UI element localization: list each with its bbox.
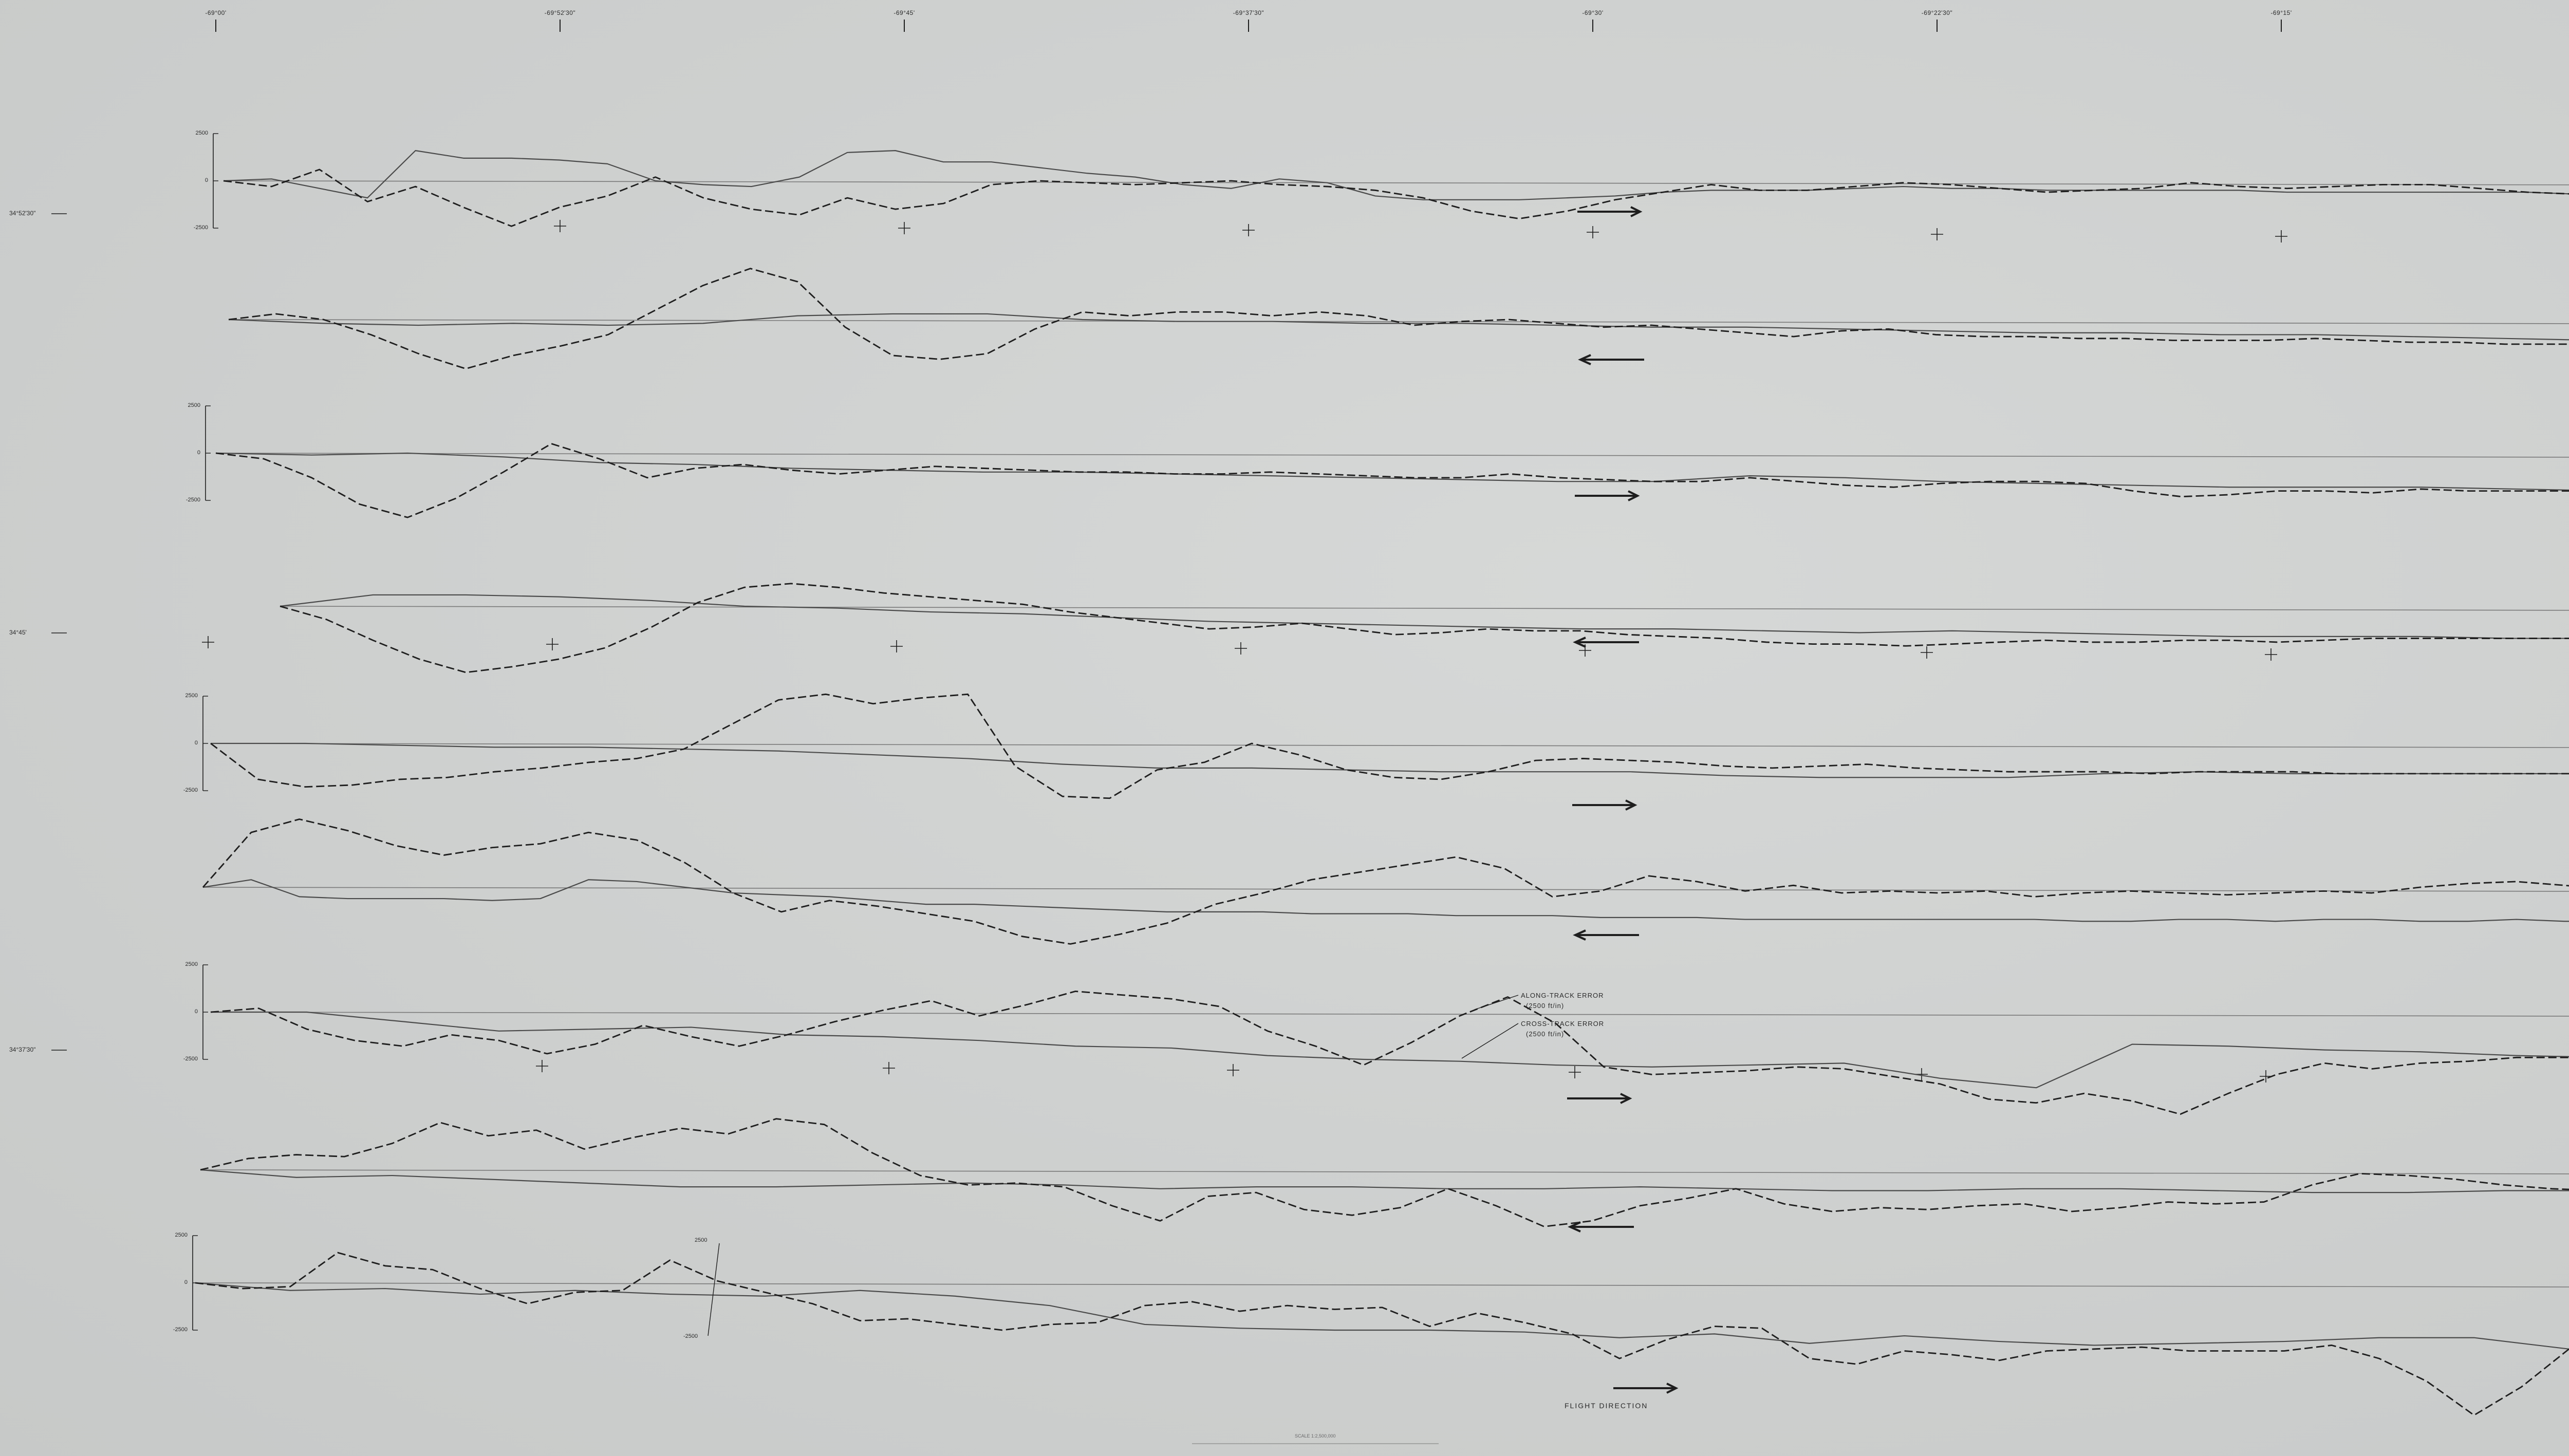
registration-cross: [2265, 648, 2277, 661]
cross-track-error-line: [215, 443, 2569, 518]
registration-cross: [554, 220, 566, 232]
registration-cross: [1931, 228, 1943, 240]
y-scale-tick-label: 0: [194, 1009, 198, 1015]
y-scale-tick-label: -2500: [185, 497, 200, 503]
along-track-error-line: [228, 313, 2569, 341]
y-scale-axis: [708, 1243, 720, 1336]
cross-track-error-line: [280, 583, 2569, 674]
y-scale-tick-label: 0: [194, 740, 198, 746]
reference-track-line: [202, 887, 2569, 892]
reference-track-line: [210, 1012, 2569, 1017]
cross-track-error-line: [228, 268, 2569, 370]
flight-direction-arrow: [1572, 799, 1637, 811]
y-scale-tick-label: 2500: [175, 1232, 188, 1238]
legend-leader-line: [1474, 995, 1519, 1010]
y-scale-tick-label: 2500: [195, 130, 208, 136]
along-track-error-line: [195, 1282, 2569, 1350]
cross-track-error-line: [200, 1118, 2569, 1227]
along-track-legend-unit: (2500 ft/in): [1526, 1002, 1565, 1010]
reference-track-line: [195, 1282, 2569, 1287]
longitude-tick-label: -69°00': [205, 9, 227, 16]
longitude-tick-label: -69°45': [893, 9, 915, 16]
registration-cross: [546, 638, 559, 650]
latitude-label: 34°37'30": [9, 1046, 36, 1053]
y-scale-tick-label: 2500: [188, 402, 200, 408]
y-scale-tick-label: -2500: [183, 787, 198, 793]
cross-track-legend-unit: (2500 ft/in): [1526, 1030, 1565, 1038]
reference-track-line: [228, 319, 2569, 324]
registration-cross: [1235, 642, 1247, 655]
cross-track-legend-label: CROSS-TRACK ERROR: [1521, 1020, 1605, 1028]
cross-track-error-line: [202, 818, 2569, 945]
along-track-error-line: [200, 1169, 2569, 1193]
flight-direction-arrow: [1568, 1221, 1634, 1233]
along-track-error-line: [211, 742, 2569, 778]
along-track-error-line: [215, 452, 2569, 491]
reference-track-line: [200, 1169, 2569, 1174]
y-scale-tick-label: -2500: [173, 1327, 188, 1333]
registration-cross: [1227, 1064, 1239, 1076]
cross-track-error-line: [195, 1252, 2569, 1416]
flight-direction-arrow: [1573, 929, 1639, 941]
registration-cross: [202, 636, 214, 648]
longitude-tick-label: -69°52'30": [544, 9, 576, 16]
cross-track-error-line: [223, 169, 2569, 227]
cross-track-error-line: [210, 693, 2569, 799]
flight-direction-arrow: [1573, 637, 1639, 648]
registration-cross: [890, 640, 903, 652]
reference-track-line: [223, 180, 2569, 185]
longitude-tick-label: -69°22'30": [1921, 9, 1953, 16]
y-scale-tick-label: 2500: [185, 961, 198, 967]
registration-cross: [1242, 224, 1255, 236]
latitude-label: 34°52'30": [9, 210, 36, 217]
longitude-tick-label: -69°37'30": [1233, 9, 1264, 16]
reference-track-line: [215, 453, 2569, 458]
registration-cross: [1587, 226, 1599, 238]
registration-cross: [1921, 646, 1933, 659]
registration-cross: [1569, 1066, 1581, 1078]
registration-cross: [2275, 230, 2287, 242]
y-scale-tick-label: 2500: [185, 693, 198, 699]
flight-direction-arrow: [1575, 490, 1640, 501]
reference-track-line: [280, 606, 2569, 611]
reference-track-line: [210, 743, 2569, 748]
registration-cross: [536, 1060, 548, 1072]
along-track-error-line: [223, 150, 2569, 200]
along-track-error-line: [280, 594, 2569, 639]
y-scale-tick-label: 0: [197, 450, 200, 456]
longitude-tick-label: -69°15': [2270, 9, 2292, 16]
y-scale-tick-label: 0: [204, 177, 208, 183]
along-track-legend-label: ALONG-TRACK ERROR: [1521, 992, 1604, 999]
along-track-error-line: [202, 879, 2569, 922]
registration-cross: [883, 1062, 895, 1074]
flight-direction-arrow: [1578, 354, 1644, 365]
flight-direction-arrow: [1613, 1383, 1679, 1394]
y-scale-tick-label: 2500: [695, 1237, 708, 1243]
y-scale-tick-label: 0: [184, 1279, 188, 1285]
flight-direction-arrow: [1567, 1093, 1632, 1104]
flight-direction-label: FLIGHT DIRECTION: [1565, 1402, 1648, 1410]
y-scale-tick-label: -2500: [183, 1056, 198, 1062]
flight-direction-arrow: [1577, 206, 1643, 217]
cross-track-error-line: [210, 991, 2569, 1115]
y-scale-tick-label: -2500: [683, 1333, 698, 1339]
legend-leader-line: [1461, 1023, 1519, 1059]
registration-cross: [898, 222, 910, 234]
scale-label: SCALE 1:2,500,000: [1295, 1433, 1336, 1439]
y-scale-tick-label: -2500: [193, 225, 208, 231]
longitude-tick-label: -69°30': [1582, 9, 1604, 16]
along-track-error-line: [211, 1011, 2569, 1089]
latitude-label: 34°45': [9, 629, 27, 636]
